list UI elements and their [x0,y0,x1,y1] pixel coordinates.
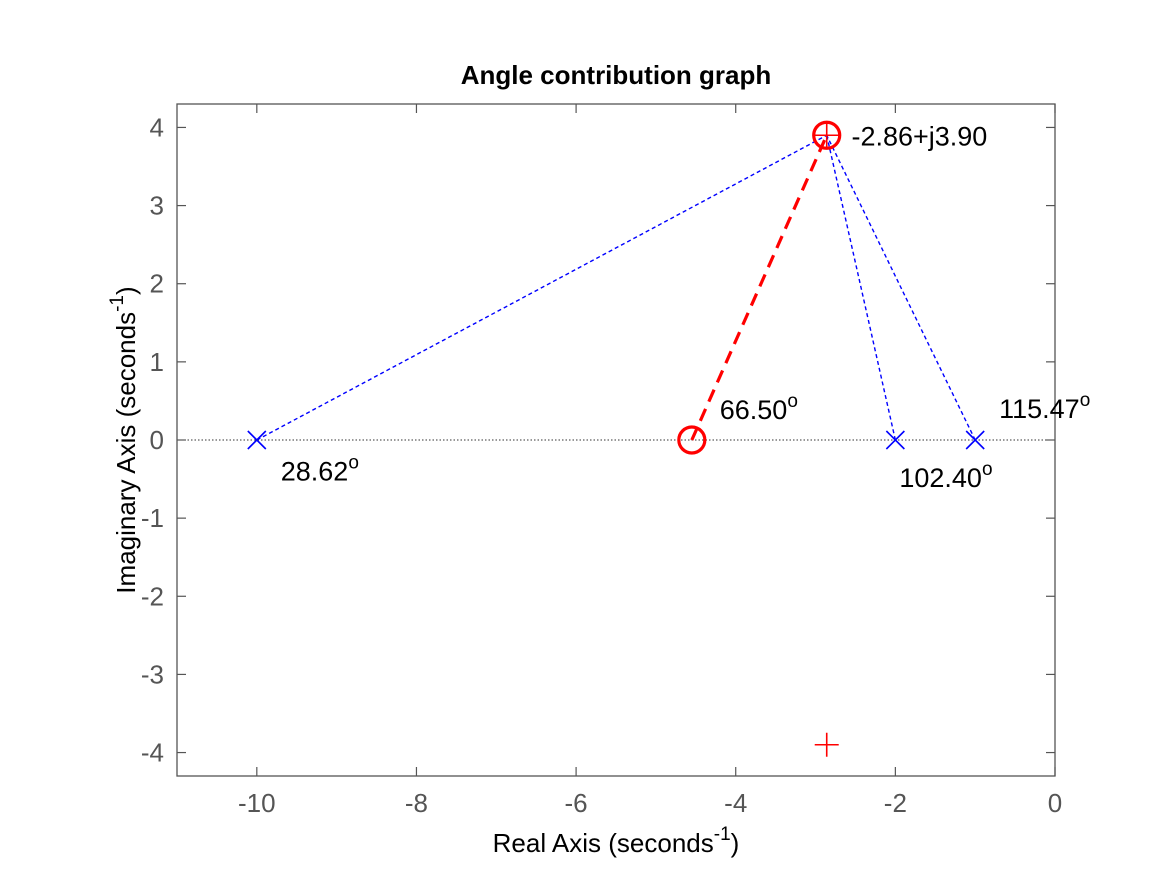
x-tick-label: -2 [884,788,907,818]
angle-label: 28.62o [281,453,359,487]
y-tick-label: 0 [150,425,164,455]
pole-angle-line [826,134,976,441]
y-tick-label: 2 [150,269,164,299]
angle-label: 115.47o [999,390,1090,424]
pole-marker-stroke [247,430,267,450]
y-tick-label: -1 [141,503,164,533]
pole-marker [885,430,905,450]
x-axis-label: Real Axis (seconds-1) [493,824,740,858]
pole-marker [247,430,267,450]
y-tick-label: -3 [141,659,164,689]
pole-marker-stroke [885,430,905,450]
zero-marker [677,425,707,455]
x-tick-label: -4 [724,788,747,818]
test-point-label: -2.86+j3.90 [851,121,987,151]
angle-label: 66.50o [720,391,798,425]
pole-marker-stroke [965,430,985,450]
pole-marker [965,430,985,450]
angle-label: 102.40o [899,459,992,493]
test-point-marker [812,120,842,150]
x-tick-label: -6 [565,788,588,818]
pole-angle-line [826,135,897,441]
y-tick-label: 4 [150,112,164,142]
chart-title: Angle contribution graph [461,60,772,90]
y-axis-label: Imaginary Axis (seconds-1) [107,286,141,593]
y-tick-label: -4 [141,738,164,768]
y-tick-label: 3 [150,191,164,221]
y-tick-label: -2 [141,581,164,611]
y-tick-label: 1 [150,347,164,377]
x-tick-label: -10 [238,788,276,818]
test-point-circle [812,120,842,150]
zero-angle-line [690,134,829,441]
x-tick-label: -8 [405,788,428,818]
conjugate-point-marker [814,732,839,757]
x-tick-label: 0 [1048,788,1062,818]
pole-angle-line [256,134,828,441]
